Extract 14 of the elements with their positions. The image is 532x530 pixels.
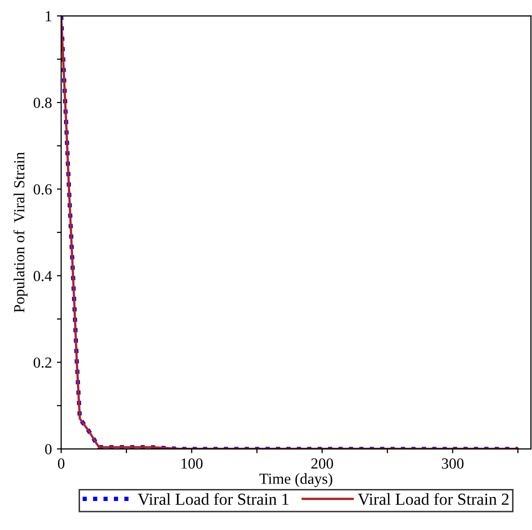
y-tick-label: 0 — [45, 444, 52, 454]
x-tick-label: 200 — [311, 458, 334, 469]
x-axis-title: Time (days) — [259, 473, 332, 488]
y-tick-label: 1 — [46, 11, 52, 22]
y-tick-label: 0.8 — [34, 98, 52, 108]
legend-label: Viral Load for Strain 1 — [138, 492, 288, 505]
legend-label: Viral Load for Strain 2 — [358, 492, 509, 505]
x-tick-label: 300 — [442, 458, 464, 469]
y-tick-label: 0.2 — [34, 357, 52, 368]
x-tick-label: 100 — [182, 458, 203, 469]
y-axis-title: Population of Viral Strain — [13, 152, 28, 312]
y-tick-label: 0.4 — [34, 270, 52, 282]
y-tick-label: 0.6 — [34, 184, 52, 195]
x-tick-label: 0 — [58, 458, 64, 469]
